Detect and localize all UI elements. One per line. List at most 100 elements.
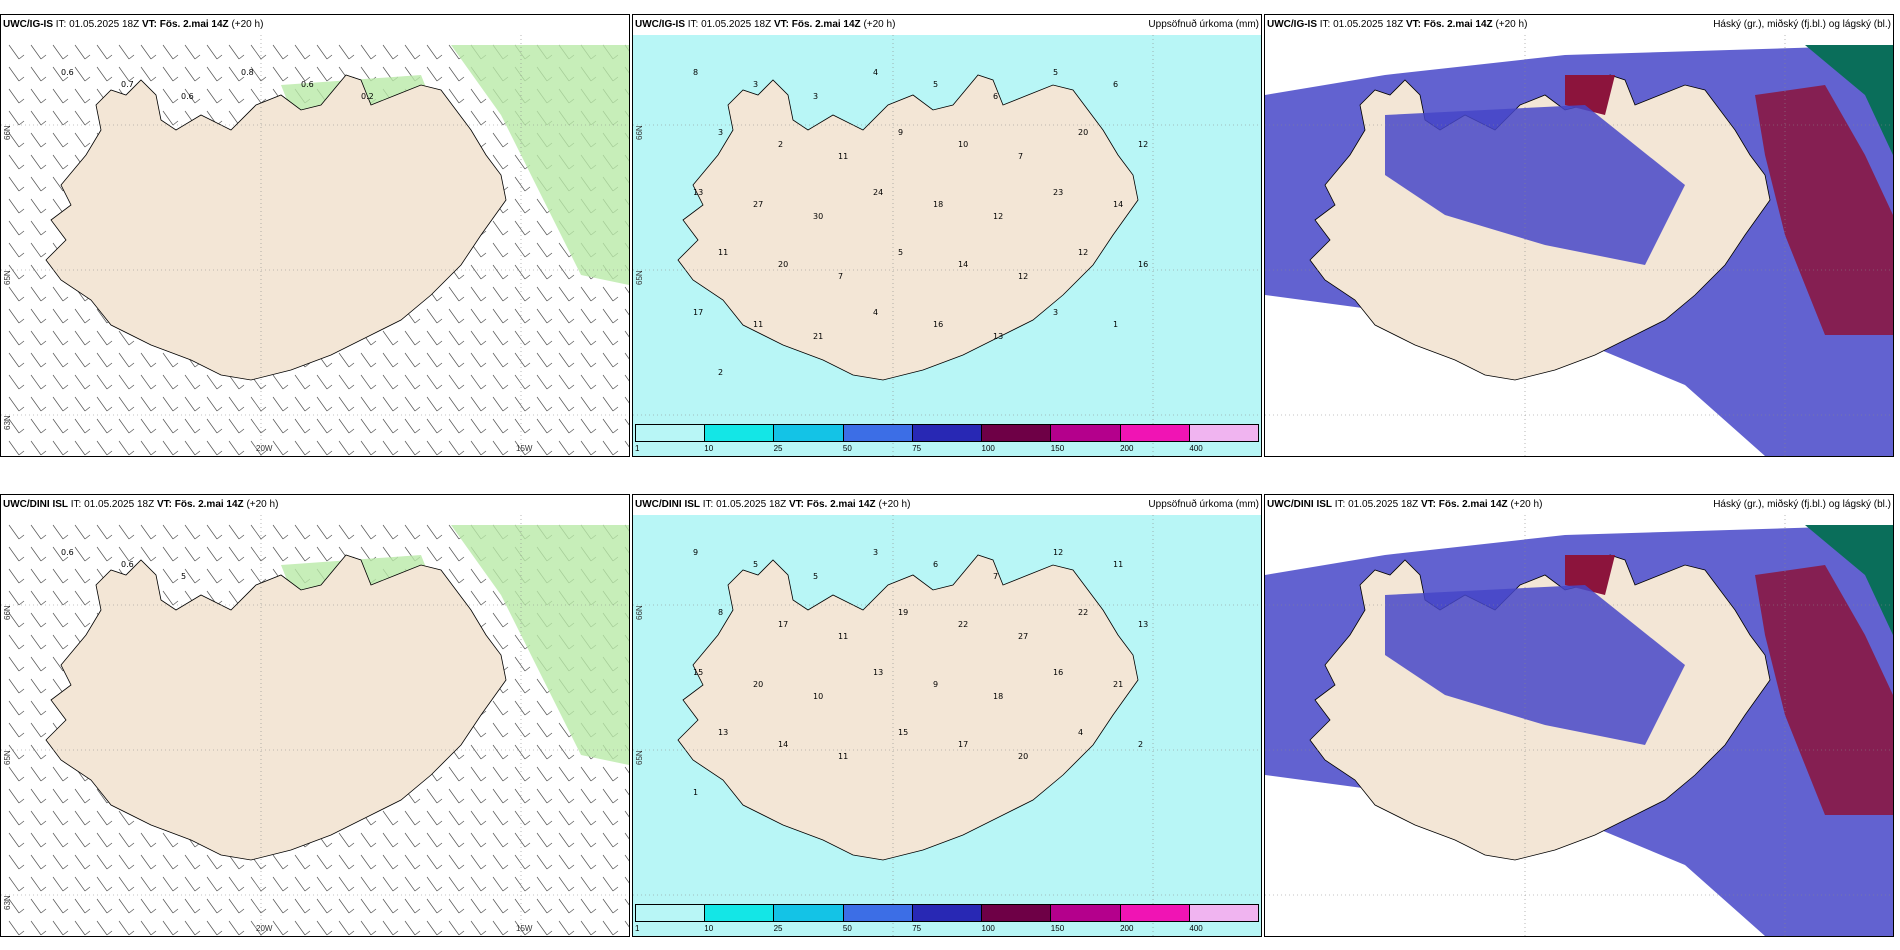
value-label: 14 <box>958 260 968 269</box>
value-label: 21 <box>1113 680 1123 689</box>
map-canvas: 9553671211817111922272213152010139181621… <box>633 515 1261 936</box>
value-label: 13 <box>993 332 1003 341</box>
map-panel-dini-cloud: UWC/DINI ISL IT: 01.05.2025 18Z VT: Fös.… <box>1264 494 1894 937</box>
value-label: 23 <box>1053 188 1063 197</box>
lead-time: (+20 h) <box>246 499 279 510</box>
value-label: 9 <box>898 128 903 137</box>
value-labels: 0.6 0.6 5 <box>61 548 186 581</box>
valid-label: VT: <box>788 499 804 510</box>
value-label: 5 <box>898 248 903 257</box>
value-label: 3 <box>813 92 818 101</box>
colorbar-swatch <box>982 905 1052 921</box>
colorbar-swatch <box>705 425 775 441</box>
valid-time: Fös. 2.mai 14Z <box>806 499 876 510</box>
value-label: 18 <box>933 200 943 209</box>
init-time: IT: 01.05.2025 18Z <box>70 499 155 510</box>
value-label: 15 <box>898 728 908 737</box>
longitude-label: 15W <box>516 444 533 453</box>
value-label: 17 <box>778 620 788 629</box>
value-label: 11 <box>1113 560 1123 569</box>
mid-cloud-area <box>1565 555 1615 595</box>
light-precip-area <box>451 525 629 765</box>
graticule <box>633 35 1261 456</box>
panel-header: UWC/DINI ISL IT: 01.05.2025 18Z VT: Fös.… <box>1 495 629 515</box>
model-name: UWC/DINI ISL <box>1267 499 1332 510</box>
colorbar-tick: 100 <box>981 924 995 933</box>
value-label: 27 <box>753 200 763 209</box>
mid-cloud-area <box>1565 75 1615 115</box>
value-label: 12 <box>1078 248 1088 257</box>
map-panel-dini-wind: UWC/DINI ISL IT: 01.05.2025 18Z VT: Fös.… <box>0 494 630 937</box>
colorbar-swatch <box>912 425 983 441</box>
light-precip-area <box>451 45 629 285</box>
precip-colorbar: 1 10 25 50 75 100 150 200 400 <box>633 420 1261 456</box>
value-label: 8 <box>718 608 723 617</box>
value-label: 17 <box>958 740 968 749</box>
colorbar-swatch <box>1051 905 1121 921</box>
value-label: 7 <box>993 572 998 581</box>
value-label: 5 <box>813 572 818 581</box>
value-label: 11 <box>838 752 848 761</box>
latitude-label: 66N <box>3 605 12 620</box>
value-label: 9 <box>693 548 698 557</box>
latitude-label: 65N <box>3 750 12 765</box>
valid-label: VT: <box>156 499 172 510</box>
model-name: UWC/IG-IS <box>3 19 53 30</box>
colorbar-tick: 1 <box>635 924 640 933</box>
value-label: 1 <box>693 788 698 797</box>
init-time: IT: 01.05.2025 18Z <box>1334 499 1419 510</box>
value-label: 14 <box>1113 200 1123 209</box>
value-label: 12 <box>1138 140 1148 149</box>
latitude-label: 63N <box>3 895 12 910</box>
valid-time: Fös. 2.mai 14Z <box>174 499 244 510</box>
map-canvas: 8334565632119107201213273024181223141120… <box>633 35 1261 456</box>
value-label: 8 <box>693 68 698 77</box>
graticule <box>1265 35 1893 456</box>
high-cloud-area <box>1805 45 1893 155</box>
value-label: 16 <box>1138 260 1148 269</box>
value-label: 0.8 <box>241 68 254 77</box>
colorbar-swatch <box>843 905 913 921</box>
map-panel-igis-cloud: UWC/IG-IS IT: 01.05.2025 18Z VT: Fös. 2.… <box>1264 14 1894 457</box>
colorbar-tick: 10 <box>704 444 714 453</box>
value-label: 11 <box>718 248 728 257</box>
lead-time: (+20 h) <box>863 19 896 30</box>
valid-label: VT: <box>773 19 789 30</box>
latitude-label: 65N <box>3 270 12 285</box>
colorbar-tick: 50 <box>842 444 852 453</box>
colorbar-swatch <box>1051 425 1121 441</box>
graticule <box>1 35 629 456</box>
value-label: 11 <box>838 632 848 641</box>
colorbar-swatch <box>774 425 844 441</box>
value-label: 24 <box>873 188 883 197</box>
map-panel-igis-wind: UWC/IG-IS IT: 01.05.2025 18Z VT: Fös. 2.… <box>0 14 630 457</box>
value-label: 16 <box>1053 668 1063 677</box>
lead-time: (+20 h) <box>1495 19 1528 30</box>
colorbar-tick: 25 <box>773 924 783 933</box>
precip-colorbar: 1 10 25 50 75 100 150 200 400 <box>633 900 1261 936</box>
colorbar-swatch <box>1189 905 1258 921</box>
latitude-label: 65N <box>635 750 644 765</box>
lead-time: (+20 h) <box>878 499 911 510</box>
colorbar-swatch <box>705 905 775 921</box>
colorbar-swatch <box>774 905 844 921</box>
panel-header: UWC/IG-IS IT: 01.05.2025 18Z VT: Fös. 2.… <box>1265 15 1893 35</box>
colorbar-swatch <box>843 425 913 441</box>
valid-time: Fös. 2.mai 14Z <box>159 19 229 30</box>
value-label: 19 <box>898 608 908 617</box>
value-label: 14 <box>778 740 788 749</box>
low-cloud-area <box>1385 105 1685 265</box>
colorbar-tick: 150 <box>1050 444 1065 453</box>
value-label: 22 <box>1078 608 1088 617</box>
panel-header: UWC/DINI ISL IT: 01.05.2025 18Z VT: Fös.… <box>1265 495 1893 515</box>
colorbar-swatch <box>1120 905 1190 921</box>
latitude-label: 65N <box>635 270 644 285</box>
low-cloud-area <box>1385 585 1685 745</box>
valid-label: VT: <box>141 19 157 30</box>
value-label: 2 <box>778 140 783 149</box>
colorbar-tick: 50 <box>842 924 852 933</box>
map-canvas: 0.6 0.7 0.6 0.8 0.6 0.2 <box>1 35 629 456</box>
value-label: 12 <box>993 212 1003 221</box>
colorbar-swatch <box>982 425 1052 441</box>
colorbar-tick: 150 <box>1050 924 1065 933</box>
